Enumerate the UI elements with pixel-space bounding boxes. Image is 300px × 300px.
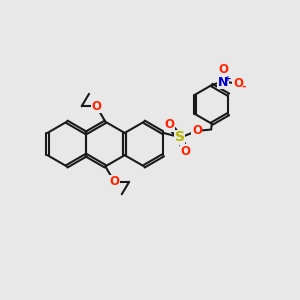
Text: O: O (233, 77, 243, 90)
Text: O: O (181, 145, 190, 158)
Text: O: O (219, 62, 229, 76)
Text: O: O (192, 124, 202, 137)
Text: S: S (175, 130, 185, 144)
Text: +: + (224, 74, 232, 83)
Text: O: O (164, 118, 174, 131)
Text: O: O (109, 175, 119, 188)
Text: O: O (92, 100, 101, 113)
Text: -: - (241, 81, 246, 91)
Text: N: N (218, 76, 228, 88)
